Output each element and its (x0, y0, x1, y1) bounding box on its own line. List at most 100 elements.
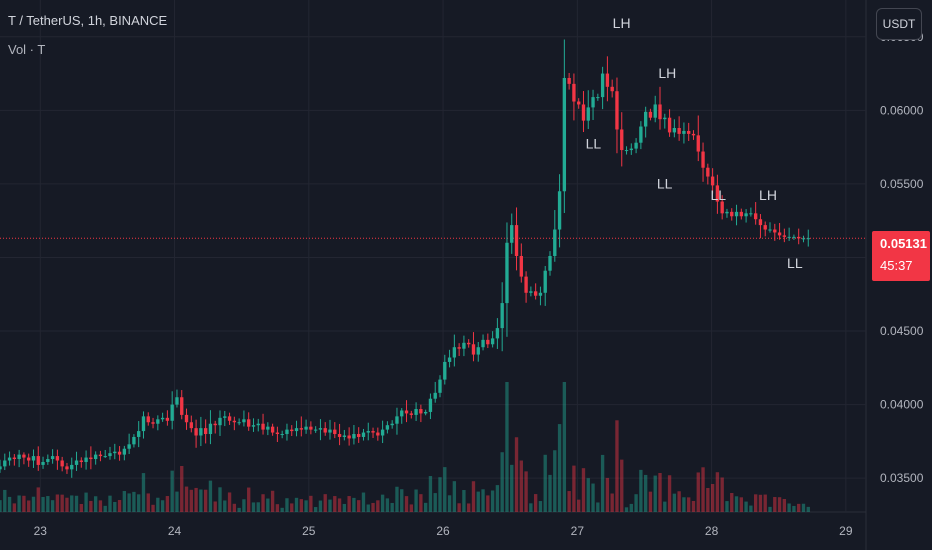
candle-body (137, 431, 141, 437)
candle-body (376, 432, 380, 436)
annotation-label: LH (613, 15, 631, 31)
candle-body (3, 460, 7, 467)
volume-bar (156, 497, 160, 512)
candle-body (12, 457, 17, 460)
candle-body (600, 73, 605, 98)
volume-bar (663, 501, 667, 512)
candle-body (103, 456, 107, 458)
volume-bar (275, 504, 280, 512)
candle-body (581, 104, 586, 121)
candle-body (213, 423, 217, 426)
candle-body (84, 457, 88, 462)
candle-body (294, 428, 299, 432)
candle-body (443, 361, 447, 380)
candle-body (395, 416, 399, 424)
volume-bar (782, 498, 787, 512)
candle-body (36, 456, 40, 465)
volume-bar (0, 500, 2, 512)
x-tick-label: 25 (302, 524, 316, 538)
candle-body (514, 225, 519, 256)
volume-bar (299, 499, 303, 512)
candle-body (768, 229, 772, 231)
volume-bar (17, 495, 21, 512)
candle-body (577, 101, 581, 105)
candle-body (486, 339, 490, 345)
candle-body (543, 270, 547, 293)
candle-body (275, 432, 280, 435)
volume-bar (333, 496, 337, 512)
candle-body (634, 142, 638, 149)
volume-bar (457, 503, 461, 512)
volume-bar (758, 494, 763, 512)
y-tick-label: 0.03500 (880, 471, 924, 485)
candle-body (342, 435, 347, 437)
candle-body (624, 150, 629, 152)
candle-body (758, 219, 763, 226)
volume-bar (160, 500, 165, 512)
volume-bar (524, 471, 528, 512)
candle-body (366, 431, 370, 433)
candle-body (567, 77, 571, 84)
volume-bar (98, 500, 103, 512)
candle-body (806, 238, 810, 240)
candle-body (725, 211, 729, 214)
volume-bar (624, 507, 629, 512)
volume-bar (577, 499, 581, 512)
volume-bar (352, 497, 356, 512)
volume-bar (31, 496, 36, 512)
price-candles (0, 39, 810, 478)
candle-body (739, 211, 743, 217)
volume-bar (60, 494, 64, 512)
volume-bar (773, 497, 777, 512)
volume-bar (218, 487, 222, 512)
volume-bar (309, 495, 313, 512)
volume-bar (285, 498, 289, 512)
candle-body (447, 357, 452, 362)
volume-bar (146, 493, 150, 512)
candle-body (218, 417, 222, 426)
candle-body (658, 104, 662, 120)
volume-bar (12, 503, 17, 512)
volume-indicator-label[interactable]: Vol · T (8, 42, 46, 57)
candle-body (409, 413, 413, 415)
volume-bar (371, 502, 375, 512)
candle-body (22, 454, 26, 458)
candle-body (648, 111, 653, 118)
volume-bar (328, 499, 332, 512)
volume-bar (122, 491, 127, 512)
volume-bar (615, 420, 619, 512)
volume-bar (199, 489, 203, 512)
volume-bar (500, 452, 504, 512)
candle-body (247, 419, 251, 427)
volume-bar (486, 495, 490, 512)
y-tick-label: 0.05500 (880, 177, 924, 191)
volume-bar (318, 500, 323, 512)
volume-bar (247, 487, 251, 512)
candle-body (701, 151, 705, 168)
candle-body (438, 379, 442, 393)
bar-countdown: 45:37 (880, 258, 913, 273)
volume-bar (361, 492, 366, 512)
currency-button[interactable]: USDT (876, 8, 922, 40)
volume-bar (41, 496, 45, 512)
x-tick-label: 23 (34, 524, 48, 538)
x-tick-label: 27 (571, 524, 585, 538)
volume-bar (117, 500, 122, 512)
volume-bar (792, 505, 796, 512)
volume-bar (495, 485, 500, 512)
volume-bar (787, 503, 791, 512)
volume-bar (27, 500, 31, 512)
candle-body (471, 344, 476, 355)
candle-body (127, 444, 131, 449)
volume-bar (141, 473, 146, 512)
annotation-label: LL (586, 136, 602, 152)
candle-body (404, 410, 409, 414)
volume-bar (414, 489, 418, 512)
volume-bar (682, 497, 686, 512)
candle-body (562, 77, 567, 192)
candle-body (357, 434, 361, 437)
candle-body (156, 419, 160, 424)
volume-bar (672, 493, 677, 512)
volume-bar (467, 503, 471, 512)
